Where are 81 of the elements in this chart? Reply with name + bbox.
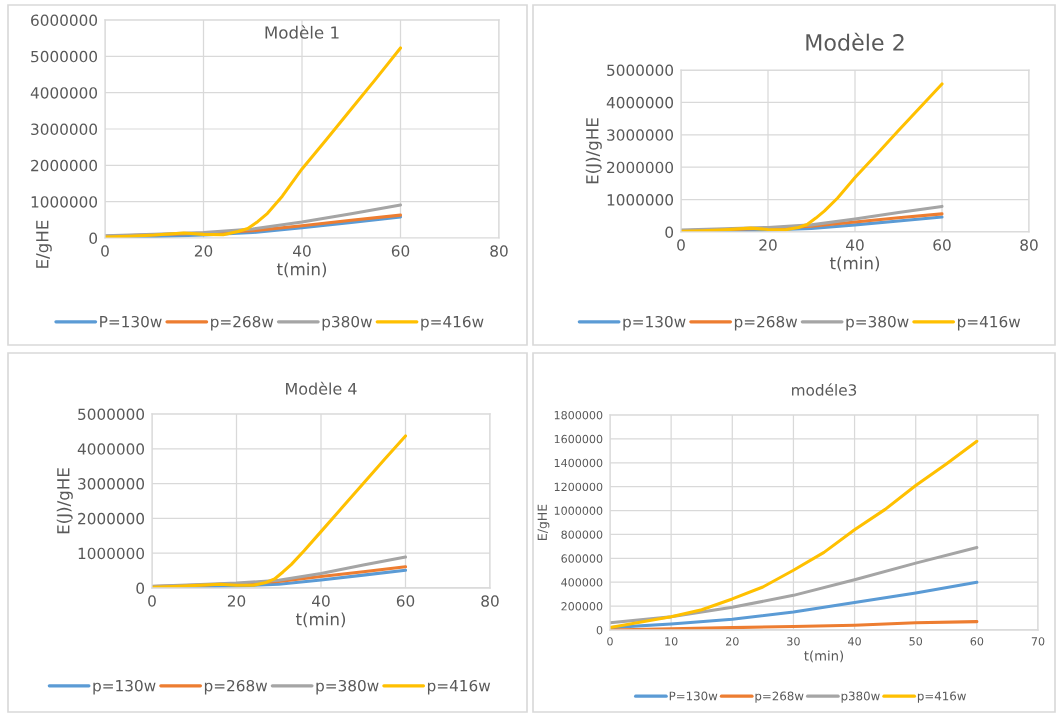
x-tick-label: 80: [481, 595, 499, 607]
y-tick-label: 6000000: [31, 14, 98, 27]
y-tick-label: 5000000: [78, 408, 145, 421]
x-tick-label: 30: [787, 637, 800, 646]
line-series: [610, 439, 979, 630]
legend-label: P=130w: [100, 315, 162, 328]
y-tick-label: 1000000: [78, 547, 145, 560]
chart-title: Modèle 1: [265, 25, 339, 39]
x-tick-label: 20: [726, 637, 739, 646]
x-tick-label: 10: [665, 637, 678, 646]
x-tick-label: 40: [312, 595, 330, 607]
y-tick-label: 4000000: [30, 87, 98, 99]
legend-label: p=268w: [204, 679, 268, 695]
y-axis-title: E(J)/gHE: [56, 468, 73, 534]
x-tick-label: 20: [227, 595, 246, 607]
y-tick-label: 0: [596, 625, 603, 635]
chart-title: Modèle 2: [806, 32, 904, 51]
chart-title: modéle3: [792, 383, 857, 396]
y-tick-label: 0: [136, 582, 145, 595]
legend-label: p=268w: [755, 691, 804, 703]
legend-label: P=130w: [669, 691, 718, 701]
y-tick-label: 2000000: [607, 161, 674, 174]
legend-label: p=380w: [846, 315, 909, 331]
y-tick-label: 600000: [561, 554, 603, 563]
legend-label: p=380w: [316, 679, 379, 695]
x-tick-label: 80: [490, 245, 508, 257]
legend-label: p=416w: [957, 315, 1021, 331]
legend-label: p=130w: [623, 315, 686, 331]
x-axis-title: t(min): [829, 256, 880, 272]
y-tick-label: 800000: [561, 530, 603, 539]
y-tick-label: 1000000: [607, 194, 674, 206]
x-tick-label: 20: [759, 239, 777, 251]
x-tick-label: 60: [391, 245, 410, 257]
legend-label: p=268w: [211, 315, 274, 331]
x-tick-label: 40: [846, 239, 864, 251]
x-tick-label: 80: [1020, 239, 1038, 251]
x-axis-title: t(min): [295, 612, 346, 628]
y-tick-label: 3000000: [78, 478, 145, 490]
y-tick-label: 1600000: [554, 434, 603, 444]
x-tick-label: 70: [1031, 637, 1045, 646]
y-tick-label: 1800000: [554, 410, 603, 420]
y-tick-label: 5000000: [607, 64, 674, 77]
line-series: [681, 82, 944, 232]
legend-label: p=130w: [93, 679, 156, 695]
x-tick-label: 20: [194, 245, 213, 257]
line-series: [152, 434, 408, 588]
y-tick-label: 4000000: [77, 443, 145, 455]
y-tick-label: 3000000: [31, 123, 98, 136]
x-axis-title: t(min): [804, 650, 844, 663]
y-tick-label: 1400000: [554, 458, 603, 468]
x-tick-label: 60: [933, 239, 951, 251]
y-tick-label: 4000000: [606, 96, 674, 109]
chart-title: Modèle 4: [286, 381, 357, 395]
y-tick-label: 1000000: [31, 196, 98, 208]
x-axis-title: t(min): [276, 262, 327, 278]
y-tick-label: 200000: [561, 602, 603, 611]
x-tick-label: 60: [396, 595, 415, 607]
legend-label: p=268w: [734, 315, 798, 331]
legend-label: p=416w: [421, 315, 484, 331]
line-series: [105, 46, 403, 238]
y-tick-label: 0: [665, 226, 674, 239]
x-tick-label: 0: [148, 595, 156, 607]
x-tick-label: 60: [970, 637, 984, 646]
y-tick-label: 5000000: [31, 50, 98, 63]
y-axis-title: E/gHE: [36, 220, 52, 268]
y-tick-label: 2000000: [78, 512, 145, 525]
y-axis-title: E/gHE: [537, 504, 550, 540]
y-tick-label: 1200000: [554, 482, 603, 492]
y-axis-title: E(J)/gHE: [585, 118, 602, 184]
y-tick-label: 1000000: [554, 506, 603, 515]
legend-label: p=416w: [427, 679, 491, 695]
legend-label: p380w: [322, 315, 372, 331]
legend-label: p380w: [841, 691, 880, 703]
y-tick-label: 3000000: [607, 129, 674, 141]
x-tick-label: 40: [293, 245, 311, 257]
x-tick-label: 50: [909, 637, 923, 646]
y-tick-label: 400000: [561, 578, 603, 587]
x-tick-label: 0: [677, 239, 685, 251]
x-tick-label: 40: [848, 637, 861, 646]
legend-label: p=416w: [917, 691, 966, 703]
y-tick-label: 2000000: [31, 159, 98, 172]
